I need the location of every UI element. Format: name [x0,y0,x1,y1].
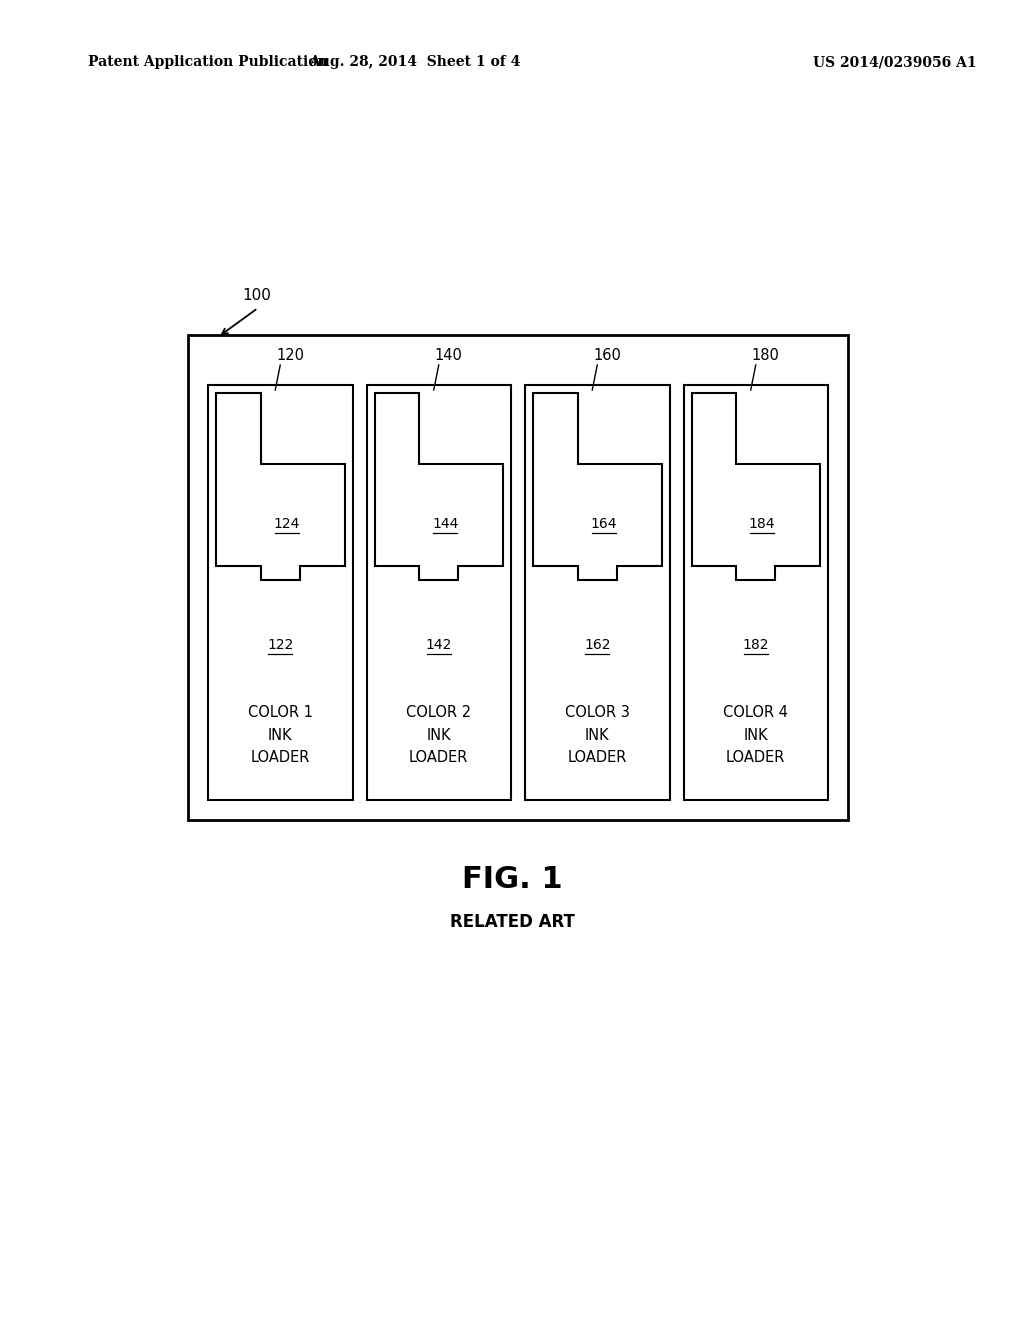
Text: 180: 180 [752,347,779,363]
Text: Aug. 28, 2014  Sheet 1 of 4: Aug. 28, 2014 Sheet 1 of 4 [309,55,520,69]
Text: FIG. 1: FIG. 1 [462,866,562,895]
Text: 162: 162 [584,638,610,652]
Bar [208,385,352,800]
Text: 142: 142 [426,638,452,652]
Bar [525,385,670,800]
Text: Patent Application Publication: Patent Application Publication [88,55,328,69]
Text: RELATED ART: RELATED ART [450,913,574,931]
Text: US 2014/0239056 A1: US 2014/0239056 A1 [813,55,977,69]
Text: 122: 122 [267,638,294,652]
Text: 124: 124 [273,517,300,531]
Polygon shape [534,393,662,579]
Bar [367,385,511,800]
Text: 140: 140 [435,347,463,363]
Text: 160: 160 [593,347,622,363]
Text: 144: 144 [432,517,459,531]
Polygon shape [375,393,503,579]
Bar [683,385,828,800]
Text: COLOR 2
INK
LOADER: COLOR 2 INK LOADER [407,705,471,764]
Text: 182: 182 [742,638,769,652]
Text: 100: 100 [242,288,271,302]
Text: 184: 184 [749,517,775,531]
Text: COLOR 3
INK
LOADER: COLOR 3 INK LOADER [565,705,630,764]
Bar [188,335,848,820]
Polygon shape [216,393,344,579]
Text: COLOR 4
INK
LOADER: COLOR 4 INK LOADER [723,705,788,764]
Text: 164: 164 [591,517,616,531]
Text: COLOR 1
INK
LOADER: COLOR 1 INK LOADER [248,705,312,764]
Polygon shape [691,393,820,579]
Text: 120: 120 [276,347,304,363]
